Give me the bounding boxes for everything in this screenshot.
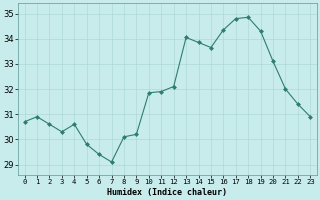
X-axis label: Humidex (Indice chaleur): Humidex (Indice chaleur) bbox=[108, 188, 228, 197]
